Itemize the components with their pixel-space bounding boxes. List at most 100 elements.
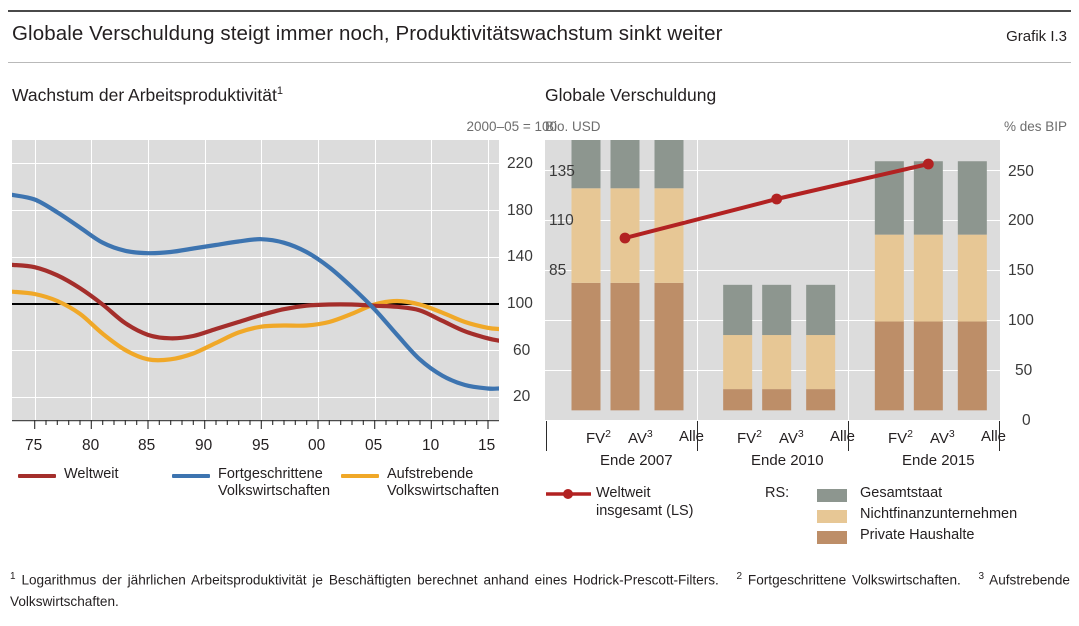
line-marker [771, 193, 783, 205]
bar-segment [806, 284, 836, 336]
xaxis-tick-2 [848, 421, 850, 451]
right-ytick-200: 200 [1008, 212, 1034, 229]
bar-segment [571, 188, 601, 283]
left-xaxis-ticks [12, 420, 499, 429]
gridline-180 [12, 210, 499, 211]
bar-segment [806, 389, 836, 411]
right-ytick-100: 100 [1008, 312, 1034, 329]
left-chart-lines [12, 192, 499, 391]
bar-label-av-2010: AV3 [779, 428, 804, 447]
bar-segment [654, 188, 684, 283]
left-xtick-75: 75 [25, 437, 43, 454]
vgridline-1990 [204, 140, 206, 420]
legend-swatch-emerging [341, 474, 379, 478]
left-panel-title: Wachstum der Arbeitsproduktivität1 [12, 85, 283, 106]
gridline-0 [545, 420, 1000, 421]
right-ytick-150: 150 [1008, 262, 1034, 279]
vgridline-2000 [318, 140, 319, 420]
left-ytick-20: 20 [513, 388, 531, 405]
page-title: Globale Verschuldung steigt immer noch, … [12, 22, 723, 45]
vgridline-1980 [91, 140, 93, 420]
bar-label-alle-2007: Alle [679, 428, 705, 445]
group-label-2007: Ende 2007 [600, 452, 673, 469]
bar-segment [654, 282, 684, 411]
vgridline-2005 [374, 140, 376, 420]
left-panel-title-footnote-marker: 1 [276, 85, 284, 98]
legend-label-nichtfinanzunternehmen: Nichtfinanzunternehmen [860, 506, 1018, 522]
group-divider-2 [848, 140, 850, 420]
line-marker [619, 232, 631, 244]
legend-swatch-weltweit [18, 474, 56, 478]
group-label-2015: Ende 2015 [902, 452, 975, 469]
vgridline-2015 [488, 140, 489, 420]
bar-segment [806, 335, 836, 390]
gridline-140 [12, 256, 499, 258]
right-panel-title: Globale Verschuldung [545, 85, 717, 105]
legend-swatch-gesamtstaat [817, 489, 847, 502]
left-panel-unit: 2000–05 = 100 [466, 119, 557, 134]
left-ytick-60: 60 [513, 342, 531, 359]
xaxis-tick-end [999, 421, 1001, 451]
line-series-1 [12, 192, 499, 391]
vgridline-1985 [148, 140, 149, 420]
left-ytick-100: 100 [507, 295, 533, 312]
gridline-220 [12, 163, 499, 165]
header-rule-bottom [8, 62, 1071, 63]
bar-segment [874, 321, 904, 411]
right-panel-unit-right: % des BIP [1003, 119, 1067, 134]
left-xtick-95: 95 [252, 437, 270, 454]
bar-segment [723, 389, 753, 411]
left-xtick-15: 15 [478, 437, 496, 454]
graphic-id: Grafik I.3 [1006, 28, 1067, 45]
gridline-60 [12, 350, 499, 351]
right-ytick-left-85: 85 [549, 262, 567, 279]
bar-label-fv-2007: FV2 [586, 428, 612, 447]
bar-segment [610, 282, 640, 411]
legend-swatch-private-haushalte [817, 531, 847, 544]
right-panel-unit-left: Bio. USD [545, 119, 601, 134]
legend-rs-label: RS: [765, 485, 790, 501]
bar-segment [913, 234, 943, 322]
left-plot-area [12, 140, 499, 420]
bar-segment [723, 335, 753, 390]
reference-line-100 [12, 303, 499, 305]
bar-segment [571, 140, 601, 189]
right-ytick-left-135: 135 [549, 163, 575, 180]
bar-label-alle-2015: Alle [981, 428, 1007, 445]
bar-label-fv-2010: FV2 [737, 428, 763, 447]
legend-swatch-advanced [172, 474, 210, 478]
footnote-marker-2: 2 [736, 571, 743, 582]
bar-label-fv-2015: FV2 [888, 428, 914, 447]
legend-label-weltweit-insgesamt-1: Weltweit [596, 485, 651, 501]
legend-label-advanced-2: Volkswirtschaften [218, 483, 331, 499]
vgridline-2010 [431, 140, 433, 420]
group-label-2010: Ende 2010 [751, 452, 824, 469]
left-xtick-85: 85 [138, 437, 156, 454]
line-marker [922, 158, 934, 170]
left-ytick-220: 220 [507, 155, 533, 172]
bar-segment [762, 389, 792, 411]
left-xtick-10: 10 [422, 437, 440, 454]
line-series-2 [12, 289, 499, 363]
left-xtick-90: 90 [195, 437, 213, 454]
right-chart-bars [571, 140, 987, 411]
xaxis-tick-start [546, 421, 548, 451]
footnote-marker-3: 3 [978, 571, 984, 582]
bar-segment [762, 284, 792, 336]
legend-label-weltweit-insgesamt-2: insgesamt (LS) [596, 503, 694, 519]
bar-segment [723, 284, 753, 336]
bar-segment [957, 161, 987, 235]
legend-label-emerging-1: Aufstrebende [387, 466, 474, 482]
footnote-text-3: Aufstrebende Volkswirtschaften. [10, 572, 1070, 609]
legend-label-weltweit: Weltweit [64, 466, 119, 482]
bar-segment [762, 335, 792, 390]
gridline-200 [545, 220, 1000, 221]
xaxis-tick-1 [697, 421, 699, 451]
footnote-marker-1: 1 [10, 571, 16, 582]
legend-label-advanced-1: Fortgeschrittene [218, 466, 323, 482]
group-divider-1 [696, 140, 698, 420]
bar-segment [874, 234, 904, 322]
footnotes: 1 Logarithmus der jährlichen Arbeitsprod… [10, 566, 1070, 612]
vgridline-1975 [34, 140, 36, 420]
